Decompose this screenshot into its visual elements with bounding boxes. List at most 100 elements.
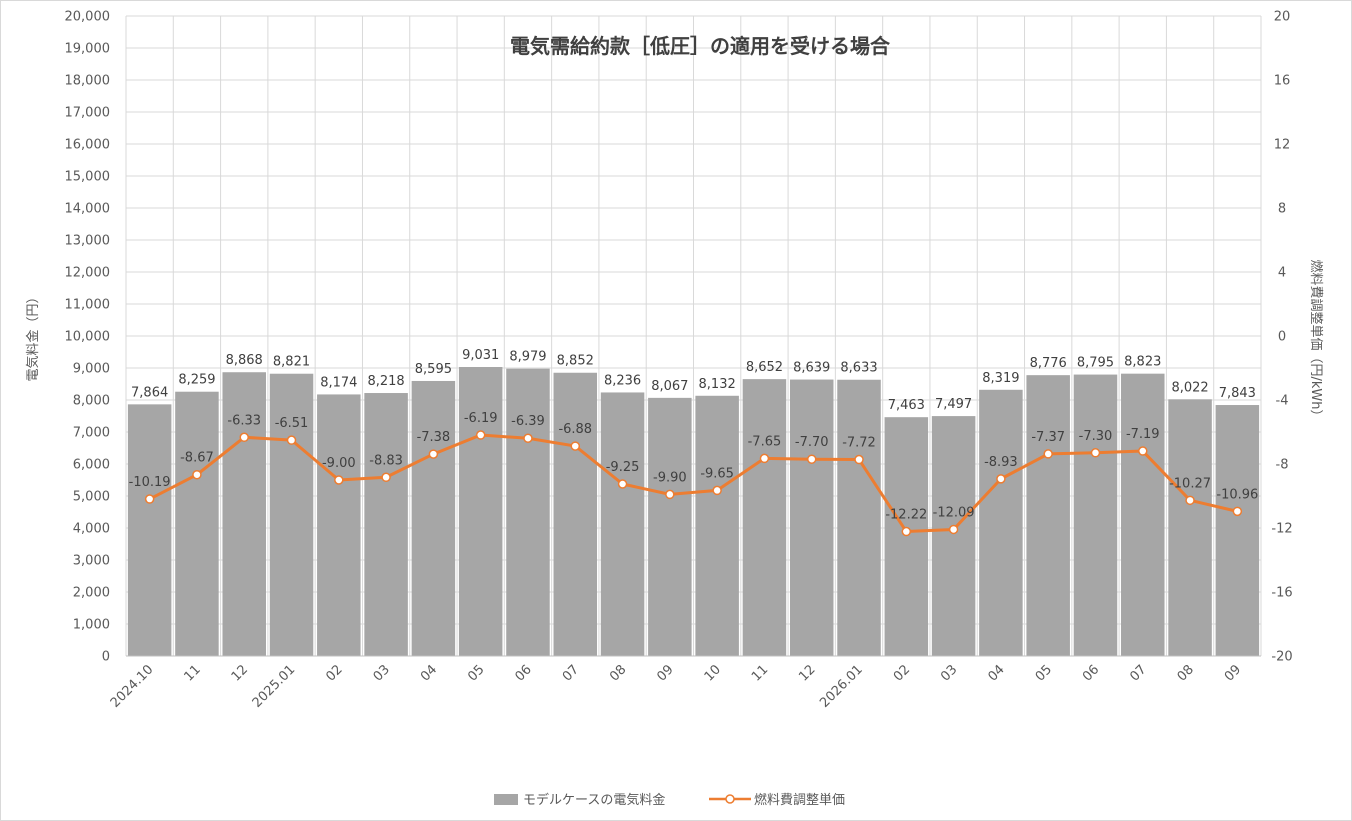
line-marker xyxy=(475,430,486,440)
y-left-tick-label: 1,000 xyxy=(73,618,110,633)
line-value-label: -10.19 xyxy=(129,475,171,490)
line-marker xyxy=(1090,448,1101,458)
line-marker xyxy=(1232,506,1243,517)
y-right-tick-label: -8 xyxy=(1276,458,1289,473)
line-value-label: -7.19 xyxy=(1126,427,1160,442)
bar-value-label: 8,776 xyxy=(1030,356,1067,371)
bar-value-label: 8,868 xyxy=(226,353,263,368)
line-marker xyxy=(901,526,912,537)
bar-value-label: 8,852 xyxy=(557,354,594,369)
y-left-tick-label: 17,000 xyxy=(65,106,111,121)
bar-value-label: 8,319 xyxy=(982,371,1019,386)
bar-value-label: 9,031 xyxy=(462,348,499,363)
y-left-tick-label: 20,000 xyxy=(65,10,111,25)
bar-value-label: 8,639 xyxy=(793,361,830,376)
line-marker xyxy=(665,489,675,500)
x-tick-label: 2024.10 xyxy=(108,662,157,711)
y-right-tick-label: 12 xyxy=(1274,138,1291,153)
bar xyxy=(742,379,787,656)
line-value-label: -10.96 xyxy=(1216,487,1258,502)
bar xyxy=(648,397,692,656)
y-left-tick-label: 15,000 xyxy=(65,170,111,185)
bar xyxy=(506,368,550,656)
bar xyxy=(127,404,172,656)
bar xyxy=(1121,373,1165,656)
x-tick-label: 05 xyxy=(465,662,487,684)
bar xyxy=(931,416,976,656)
x-tick-label: 05 xyxy=(1033,662,1055,684)
bar xyxy=(884,417,929,656)
x-tick-label: 02 xyxy=(891,662,913,684)
line-marker xyxy=(570,441,581,451)
bar xyxy=(553,372,598,656)
bar-value-label: 8,218 xyxy=(367,374,404,389)
line-marker xyxy=(334,475,344,485)
line-marker xyxy=(948,524,959,535)
line-series xyxy=(144,430,1243,537)
bar-value-label: 8,067 xyxy=(651,379,688,394)
x-tick-label: 03 xyxy=(938,662,960,684)
line-value-label: -9.25 xyxy=(606,460,640,475)
y-left-tick-label: 13,000 xyxy=(65,234,111,249)
bar xyxy=(1073,374,1118,656)
y-left-tick-label: 16,000 xyxy=(65,138,111,153)
bar-value-label: 8,132 xyxy=(699,377,736,392)
line-value-label: -12.22 xyxy=(885,508,927,523)
y-left-axis-title: 電気料金（円） xyxy=(25,290,41,381)
line-value-label: -7.38 xyxy=(417,430,451,445)
legend-bar-swatch xyxy=(494,794,518,805)
y-left-tick-label: 11,000 xyxy=(65,298,111,313)
y-right-tick-label: 8 xyxy=(1278,202,1286,217)
line-value-label: -7.70 xyxy=(795,435,829,450)
bar xyxy=(789,379,834,656)
bar xyxy=(317,394,361,656)
bar xyxy=(411,380,456,656)
line-marker xyxy=(617,479,628,489)
line-marker xyxy=(1138,446,1148,456)
y-left-tick-label: 12,000 xyxy=(65,266,111,281)
x-tick-label: 07 xyxy=(560,662,582,684)
y-left-tick-label: 5,000 xyxy=(73,490,110,505)
line-marker xyxy=(286,435,297,445)
line-value-label: -7.65 xyxy=(748,434,782,449)
line-marker xyxy=(759,453,770,464)
y-left-tick-label: 10,000 xyxy=(65,330,111,345)
line-marker xyxy=(192,469,202,480)
x-tick-label: 06 xyxy=(1080,662,1102,684)
line-value-label: -10.27 xyxy=(1169,476,1211,491)
bar-value-label: 8,022 xyxy=(1171,380,1208,395)
bar xyxy=(364,393,408,656)
y-right-tick-label: -16 xyxy=(1271,586,1292,601)
x-tick-label: 12 xyxy=(796,662,818,684)
bar xyxy=(1168,399,1212,656)
legend-line-marker xyxy=(725,794,735,804)
line-marker xyxy=(854,454,864,465)
line-marker xyxy=(996,474,1006,484)
legend-line-label: 燃料費調整単価 xyxy=(754,792,845,808)
bar-value-label: 7,864 xyxy=(131,385,168,400)
line-value-label: -8.67 xyxy=(180,451,214,466)
data-labels: 7,864 8,259 8,868 8,821 8,174 8,218 8,595 9,031… xyxy=(129,348,1259,523)
x-tick-label: 11 xyxy=(181,662,203,684)
line-marker xyxy=(523,433,533,443)
bar xyxy=(175,391,219,656)
bar-value-label: 8,979 xyxy=(509,350,546,365)
x-tick-label: 07 xyxy=(1127,662,1149,684)
bar-value-label: 8,795 xyxy=(1077,356,1114,371)
y-left-tick-label: 8,000 xyxy=(73,394,110,409)
bar xyxy=(600,392,645,656)
line-marker xyxy=(1043,449,1053,459)
bar-value-label: 7,843 xyxy=(1219,386,1256,401)
y-left-tick-label: 9,000 xyxy=(73,362,110,377)
bar xyxy=(1026,375,1070,656)
line-value-label: -6.88 xyxy=(558,422,592,437)
x-tick-label: 08 xyxy=(607,662,629,684)
bar-value-label: 7,463 xyxy=(888,398,925,413)
x-tick-label: 04 xyxy=(985,662,1007,684)
bar xyxy=(837,379,881,656)
legend-bar-label: モデルケースの電気料金 xyxy=(523,792,665,808)
bar xyxy=(458,367,503,656)
y-right-tick-label: 20 xyxy=(1274,10,1291,25)
